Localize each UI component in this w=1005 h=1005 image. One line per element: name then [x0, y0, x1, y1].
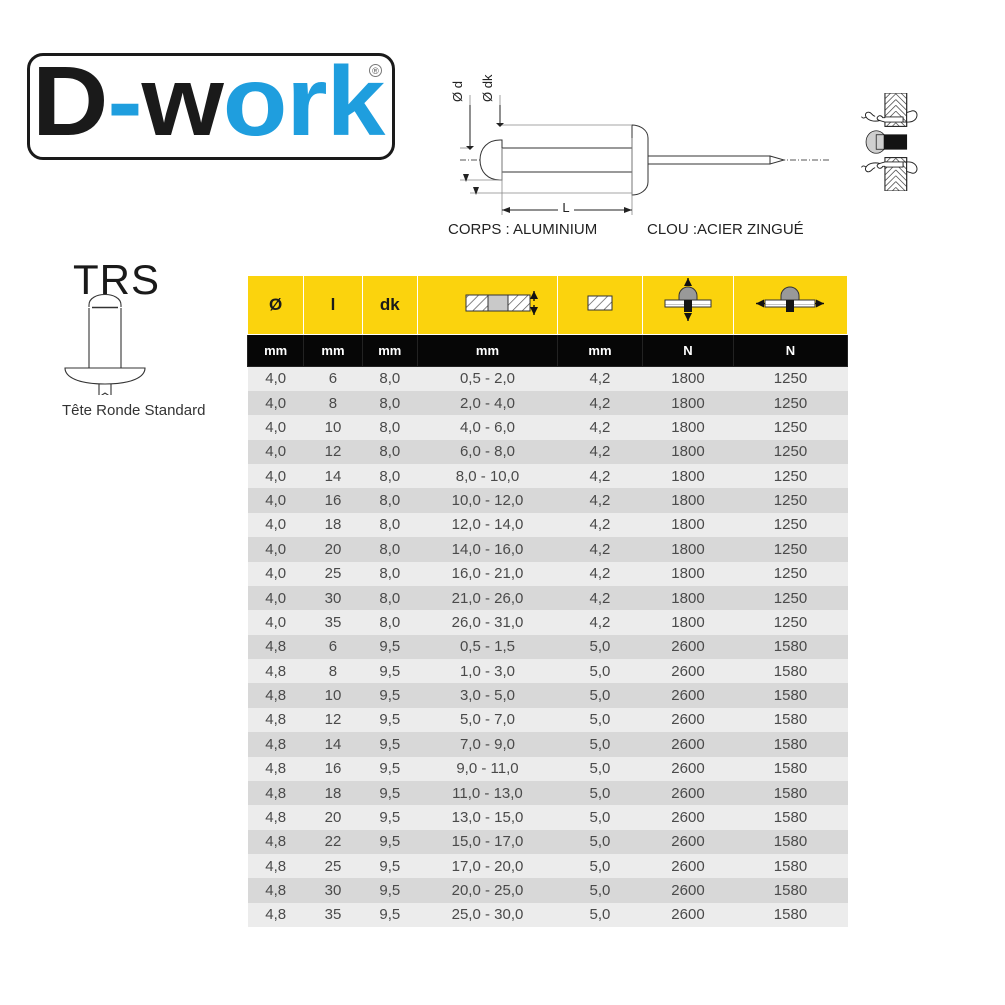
svg-text:Ø dk: Ø dk: [480, 74, 495, 102]
svg-text:Ø d: Ø d: [450, 81, 465, 102]
svg-text:CLOU :ACIER ZINGUÉ: CLOU :ACIER ZINGUÉ: [647, 221, 804, 238]
svg-text:CORPS : ALUMINIUM: CORPS : ALUMINIUM: [448, 221, 597, 238]
svg-text:L: L: [562, 200, 569, 215]
